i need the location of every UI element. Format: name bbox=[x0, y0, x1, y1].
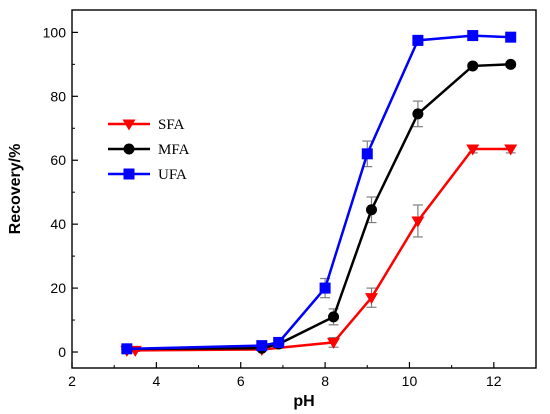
y-tick-label: 20 bbox=[50, 280, 66, 296]
legend: SFA MFA UFA bbox=[108, 117, 190, 183]
series-layer bbox=[120, 30, 518, 357]
data-point-ufa bbox=[256, 340, 268, 352]
x-tick-label: 12 bbox=[486, 373, 502, 389]
data-point-mfa bbox=[505, 58, 517, 70]
y-axis-title: Recovery/% bbox=[7, 144, 24, 235]
series-ufa bbox=[121, 30, 517, 355]
data-point-ufa bbox=[412, 34, 424, 46]
data-point-mfa bbox=[365, 204, 377, 216]
y-tick-label: 40 bbox=[50, 216, 66, 232]
legend-label-ufa: UFA bbox=[158, 167, 187, 183]
plot-frame bbox=[71, 9, 537, 369]
data-point-sfa bbox=[327, 337, 341, 349]
series-line-mfa bbox=[126, 63, 511, 351]
data-point-sfa bbox=[466, 144, 480, 156]
data-point-ufa bbox=[467, 30, 479, 42]
data-point-ufa bbox=[319, 282, 331, 294]
x-tick-label: 8 bbox=[321, 373, 329, 389]
data-point-mfa bbox=[467, 60, 479, 72]
x-tick-label: 4 bbox=[152, 373, 160, 389]
x-tick-label: 10 bbox=[402, 373, 418, 389]
legend-marker-ufa bbox=[123, 168, 135, 180]
y-tick-label: 100 bbox=[43, 24, 67, 40]
data-point-sfa bbox=[364, 293, 378, 305]
data-point-sfa bbox=[504, 144, 518, 156]
data-point-mfa bbox=[412, 108, 424, 120]
data-point-ufa bbox=[361, 148, 373, 160]
data-point-ufa bbox=[273, 336, 285, 348]
legend-label-sfa: SFA bbox=[158, 117, 185, 133]
x-tick-label: 6 bbox=[237, 373, 245, 389]
legend-marker-sfa bbox=[122, 119, 136, 131]
data-point-ufa bbox=[505, 31, 517, 43]
data-point-mfa bbox=[328, 311, 340, 323]
data-point-ufa bbox=[121, 343, 133, 355]
y-tick-label: 60 bbox=[50, 152, 66, 168]
legend-label-mfa: MFA bbox=[158, 142, 190, 158]
x-tick-label: 2 bbox=[68, 373, 76, 389]
series-mfa bbox=[121, 58, 517, 355]
x-axis-title: pH bbox=[293, 393, 314, 410]
series-line-sfa bbox=[126, 147, 511, 352]
data-point-sfa bbox=[411, 216, 425, 228]
legend-marker-mfa bbox=[123, 143, 135, 155]
axis-ticks: 2 4 6 8 10 12 0 20 40 60 80 100 bbox=[43, 24, 537, 389]
y-tick-label: 80 bbox=[50, 88, 66, 104]
y-tick-label: 0 bbox=[58, 344, 66, 360]
